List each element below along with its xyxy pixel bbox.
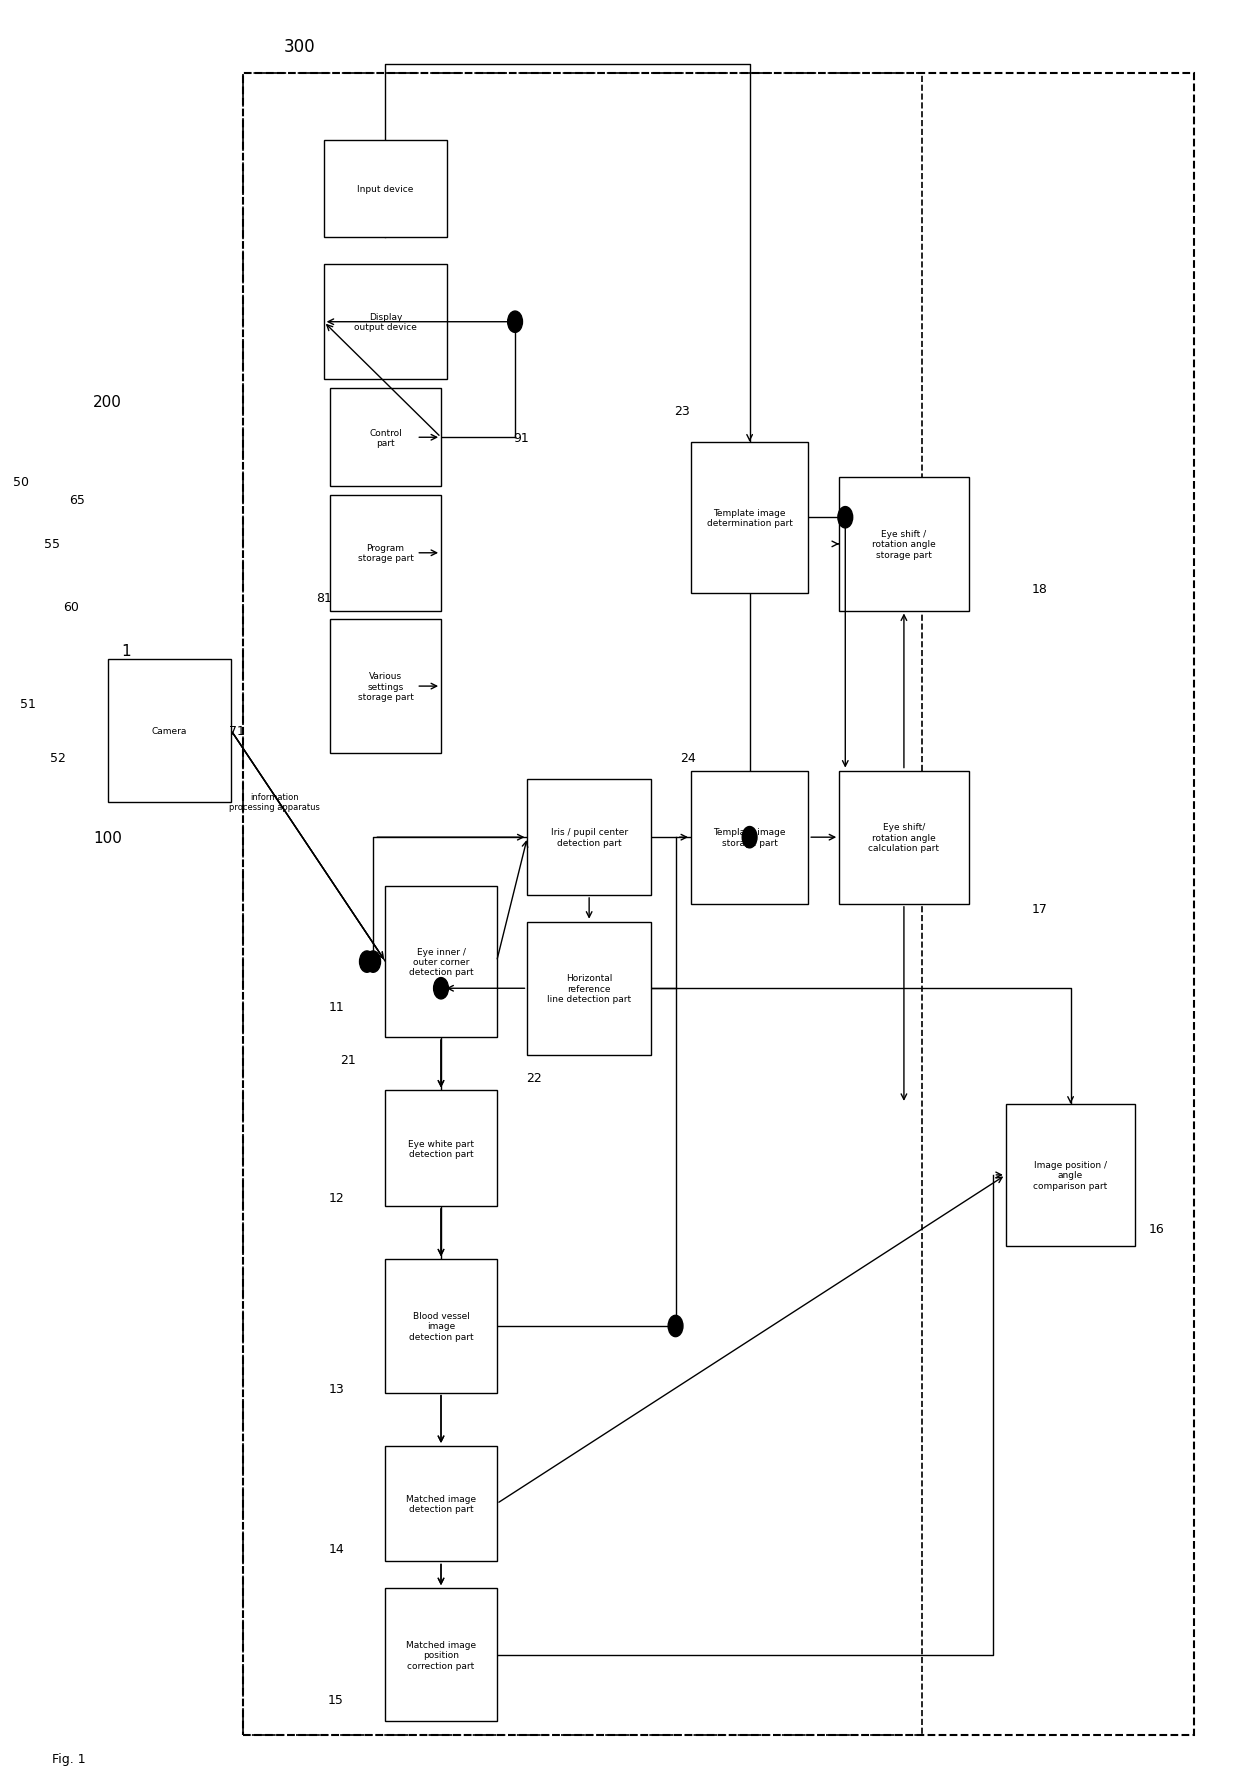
Text: 23: 23 <box>673 405 689 417</box>
Text: 21: 21 <box>341 1053 356 1066</box>
Text: 200: 200 <box>93 396 123 410</box>
Text: 15: 15 <box>329 1693 343 1705</box>
Text: 11: 11 <box>329 1000 343 1012</box>
Bar <box>243 73 923 1736</box>
Circle shape <box>360 952 374 973</box>
Text: 50: 50 <box>14 476 30 488</box>
Text: Eye shift /
rotation angle
storage part: Eye shift / rotation angle storage part <box>872 529 936 560</box>
Text: 17: 17 <box>1032 902 1048 916</box>
FancyBboxPatch shape <box>527 921 651 1055</box>
Text: Input device: Input device <box>357 185 414 194</box>
Text: 13: 13 <box>329 1381 343 1395</box>
Text: 18: 18 <box>1032 583 1048 595</box>
Text: Iris / pupil center
detection part: Iris / pupil center detection part <box>551 829 627 848</box>
FancyBboxPatch shape <box>691 772 808 903</box>
Text: 71: 71 <box>229 725 246 738</box>
Text: Blood vessel
image
detection part: Blood vessel image detection part <box>409 1312 474 1342</box>
Text: 14: 14 <box>329 1541 343 1554</box>
Text: Eye shift/
rotation angle
calculation part: Eye shift/ rotation angle calculation pa… <box>868 823 940 852</box>
Text: Image position /
angle
comparison part: Image position / angle comparison part <box>1033 1160 1107 1190</box>
FancyBboxPatch shape <box>386 1260 496 1394</box>
Text: Program
storage part: Program storage part <box>357 544 413 563</box>
Text: 91: 91 <box>513 431 529 444</box>
Circle shape <box>838 508 853 529</box>
Text: Eye inner /
outer corner
detection part: Eye inner / outer corner detection part <box>409 948 474 977</box>
Text: Matched image
detection part: Matched image detection part <box>405 1493 476 1513</box>
Text: 300: 300 <box>283 37 315 57</box>
Circle shape <box>366 952 381 973</box>
Text: Fig. 1: Fig. 1 <box>52 1752 86 1764</box>
Text: 52: 52 <box>51 752 66 764</box>
Text: Eye white part
detection part: Eye white part detection part <box>408 1139 474 1158</box>
Text: 22: 22 <box>526 1071 542 1083</box>
Text: Matched image
position
correction part: Matched image position correction part <box>405 1639 476 1670</box>
Text: 51: 51 <box>20 699 36 711</box>
Text: Template image
storage part: Template image storage part <box>713 829 786 848</box>
FancyBboxPatch shape <box>324 266 448 380</box>
Circle shape <box>434 978 449 1000</box>
Text: 60: 60 <box>63 601 78 613</box>
FancyBboxPatch shape <box>330 620 441 754</box>
FancyBboxPatch shape <box>324 141 448 239</box>
Circle shape <box>507 312 522 333</box>
FancyBboxPatch shape <box>839 478 968 611</box>
FancyBboxPatch shape <box>386 1091 496 1206</box>
Text: 65: 65 <box>69 494 84 506</box>
FancyBboxPatch shape <box>527 781 651 895</box>
Text: 81: 81 <box>316 592 331 604</box>
Text: Camera: Camera <box>151 727 187 736</box>
Text: 55: 55 <box>45 538 61 551</box>
FancyBboxPatch shape <box>386 1447 496 1561</box>
FancyBboxPatch shape <box>691 442 808 593</box>
Text: Template image
determination part: Template image determination part <box>707 508 792 527</box>
Text: 12: 12 <box>329 1192 343 1205</box>
FancyBboxPatch shape <box>386 887 496 1037</box>
FancyBboxPatch shape <box>108 659 231 802</box>
Text: information
processing apparatus: information processing apparatus <box>229 793 320 813</box>
Text: 16: 16 <box>1149 1222 1164 1235</box>
Text: Horizontal
reference
line detection part: Horizontal reference line detection part <box>547 973 631 1003</box>
Text: 24: 24 <box>680 752 696 764</box>
FancyBboxPatch shape <box>839 772 968 903</box>
Circle shape <box>668 1315 683 1336</box>
FancyBboxPatch shape <box>330 495 441 611</box>
FancyBboxPatch shape <box>330 388 441 486</box>
Text: 100: 100 <box>93 830 123 845</box>
Circle shape <box>743 827 758 848</box>
Text: Control
part: Control part <box>370 428 402 447</box>
Bar <box>243 73 1194 1736</box>
FancyBboxPatch shape <box>386 1588 496 1721</box>
FancyBboxPatch shape <box>1006 1105 1136 1246</box>
Text: Various
settings
storage part: Various settings storage part <box>357 672 413 702</box>
Text: Display
output device: Display output device <box>353 314 417 331</box>
Text: 1: 1 <box>122 643 131 659</box>
